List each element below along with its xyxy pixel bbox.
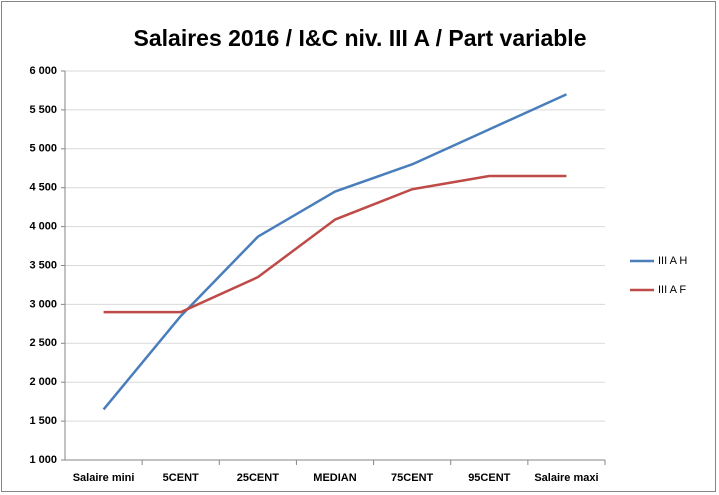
y-tick-label: 4 000	[29, 221, 57, 233]
series-line	[102, 93, 567, 411]
y-tick-label: 4 500	[29, 182, 57, 194]
y-tick-label: 6 000	[29, 65, 57, 77]
series-line	[103, 174, 567, 314]
y-tick-label: 2 500	[29, 337, 57, 349]
x-tick-label: 95CENT	[468, 472, 510, 484]
x-tick-label: 75CENT	[391, 472, 433, 484]
x-tick-label: 5CENT	[163, 472, 199, 484]
chart-title: Salaires 2016 / I&C niv. III A / Part va…	[134, 25, 587, 51]
y-tick-label: 2 000	[29, 376, 57, 388]
y-tick-label: 5 500	[29, 104, 57, 116]
y-tick-label: 3 500	[29, 259, 57, 271]
legend-label: III A F	[658, 284, 686, 296]
x-tick-label: Salaire maxi	[534, 472, 598, 484]
y-tick-label: 1 000	[29, 454, 57, 466]
x-tick-label: MEDIAN	[313, 472, 356, 484]
x-tick-label: Salaire mini	[73, 472, 135, 484]
x-tick-label: 25CENT	[237, 472, 279, 484]
y-tick-label: 1 500	[29, 415, 57, 427]
y-tick-label: 5 000	[29, 143, 57, 155]
legend-label: III A H	[658, 255, 687, 267]
y-tick-label: 3 000	[29, 298, 57, 310]
